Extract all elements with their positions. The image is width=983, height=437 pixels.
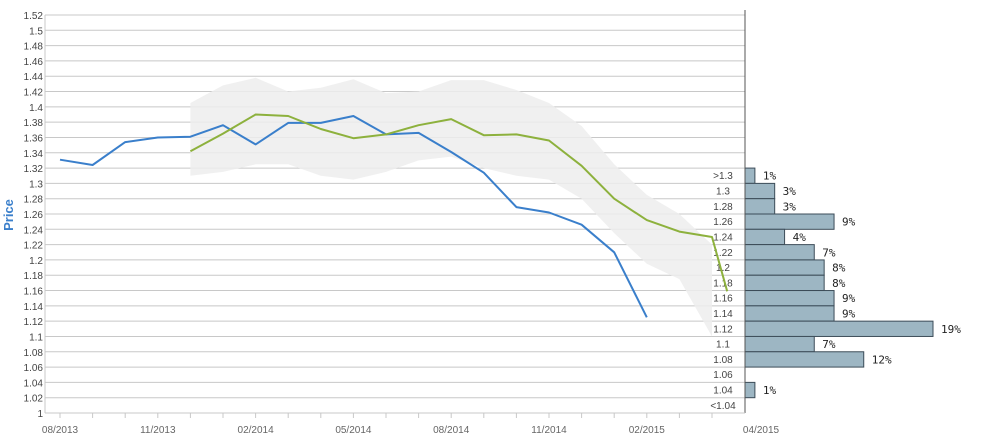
histogram-bin-label: 1.04 [713,386,733,397]
histogram-bar [744,335,815,353]
histogram-bin-label: 1.24 [713,232,733,243]
series-lines [59,113,729,318]
histogram-percent-label: 19% [941,323,961,336]
y-tick-label: 1.48 [24,42,44,53]
y-tick-label: 1.34 [24,149,44,160]
forecast-band [190,77,712,337]
histogram: >1.3 1% 1.3 3% 1.28 3% 1.26 9% 1.24 4% 1.22 7% 1.2 8%… [710,167,961,412]
histogram-bar [744,228,786,246]
histogram-bin-label: 1.08 [713,355,733,366]
y-tick-label: 1.1 [29,332,43,343]
axes [44,10,746,418]
histogram-percent-label: 4% [793,231,807,244]
histogram-bin-label: 1.18 [713,278,733,289]
histogram-bar [744,351,865,368]
histogram-bin-label: 1.1 [716,340,730,351]
histogram-bin-label: 1.12 [713,324,733,335]
x-tick-label: 08/2014 [433,425,470,436]
y-tick-label: 1.18 [24,271,44,282]
y-tick-label: 1.52 [24,11,44,22]
axis-labels: 1 1.02 1.04 1.06 1.08 1.1 1.12 1.14 1.16 1.18 1.2 1… [24,11,780,436]
x-tick-label: 04/2015 [743,425,780,436]
histogram-bin-label: 1.26 [713,217,733,228]
histogram-bin-label: 1.22 [713,248,733,259]
series-line-2 [189,113,729,292]
histogram-percent-label: 3% [783,185,797,198]
x-tick-label: 11/2013 [140,425,176,436]
histogram-bar [744,182,776,200]
histogram-bar [744,305,835,322]
histogram-bar [744,198,776,215]
histogram-bar [744,213,835,230]
y-tick-label: 1.16 [24,287,44,298]
histogram-percent-label: 9% [842,216,856,229]
histogram-bin-label: 1.2 [716,263,730,274]
histogram-percent-label: 9% [842,308,856,321]
x-tick-label: 11/2014 [531,425,567,436]
histogram-bar [744,290,835,307]
y-tick-label: 1.28 [24,195,44,206]
histogram-bar [744,259,825,276]
y-tick-label: 1.12 [24,317,44,328]
y-tick-label: 1.32 [24,164,44,175]
histogram-bin-label: 1.28 [713,202,733,213]
y-tick-label: 1.36 [24,133,44,144]
histogram-percent-label: 9% [842,292,856,305]
histogram-percent-label: 1% [763,384,777,397]
y-tick-label: 1.44 [24,72,44,83]
histogram-percent-label: 7% [822,338,836,351]
histogram-bin-label: <1.04 [710,401,736,412]
forecast-band-area [190,77,712,337]
histogram-bin-label: 1.14 [713,309,733,320]
histogram-percent-label: 8% [832,277,846,290]
y-tick-label: 1.46 [24,57,44,68]
histogram-percent-label: 1% [763,170,777,183]
y-tick-label: 1.2 [29,256,43,267]
histogram-bar [744,320,934,337]
x-tick-label: 02/2015 [629,425,666,436]
y-tick-label: 1.5 [29,26,43,37]
histogram-bin-label: 1.3 [716,187,730,198]
histogram-bar [744,167,756,184]
y-axis-title: Price [1,199,16,231]
y-tick-label: 1.14 [24,302,44,313]
x-tick-label: 08/2013 [42,425,79,436]
y-tick-label: 1 [37,409,43,420]
y-tick-label: 1.08 [24,348,44,359]
histogram-percent-label: 12% [872,353,892,366]
histogram-bin-label: 1.16 [713,294,733,305]
y-tick-label: 1.04 [24,378,44,389]
x-tick-label: 05/2014 [335,425,372,436]
y-tick-label: 1.42 [24,88,44,99]
y-tick-label: 1.24 [24,225,44,236]
y-tick-label: 1.26 [24,210,44,221]
histogram-bin-label: >1.3 [713,171,733,182]
series-line-1 [59,115,648,318]
histogram-bar [744,244,815,261]
y-tick-label: 1.4 [29,103,43,114]
histogram-bin-label: 1.06 [713,370,733,381]
y-tick-label: 1.02 [24,394,44,405]
histogram-percent-label: 8% [832,262,846,275]
y-tick-label: 1.38 [24,118,44,129]
histogram-percent-label: 3% [783,200,797,213]
histogram-percent-label: 7% [822,246,836,259]
y-tick-label: 1.06 [24,363,44,374]
histogram-bar [744,381,756,399]
y-tick-label: 1.3 [29,179,43,190]
y-tick-label: 1.22 [24,241,44,252]
histogram-bar [744,274,825,292]
x-tick-label: 02/2014 [238,425,275,436]
